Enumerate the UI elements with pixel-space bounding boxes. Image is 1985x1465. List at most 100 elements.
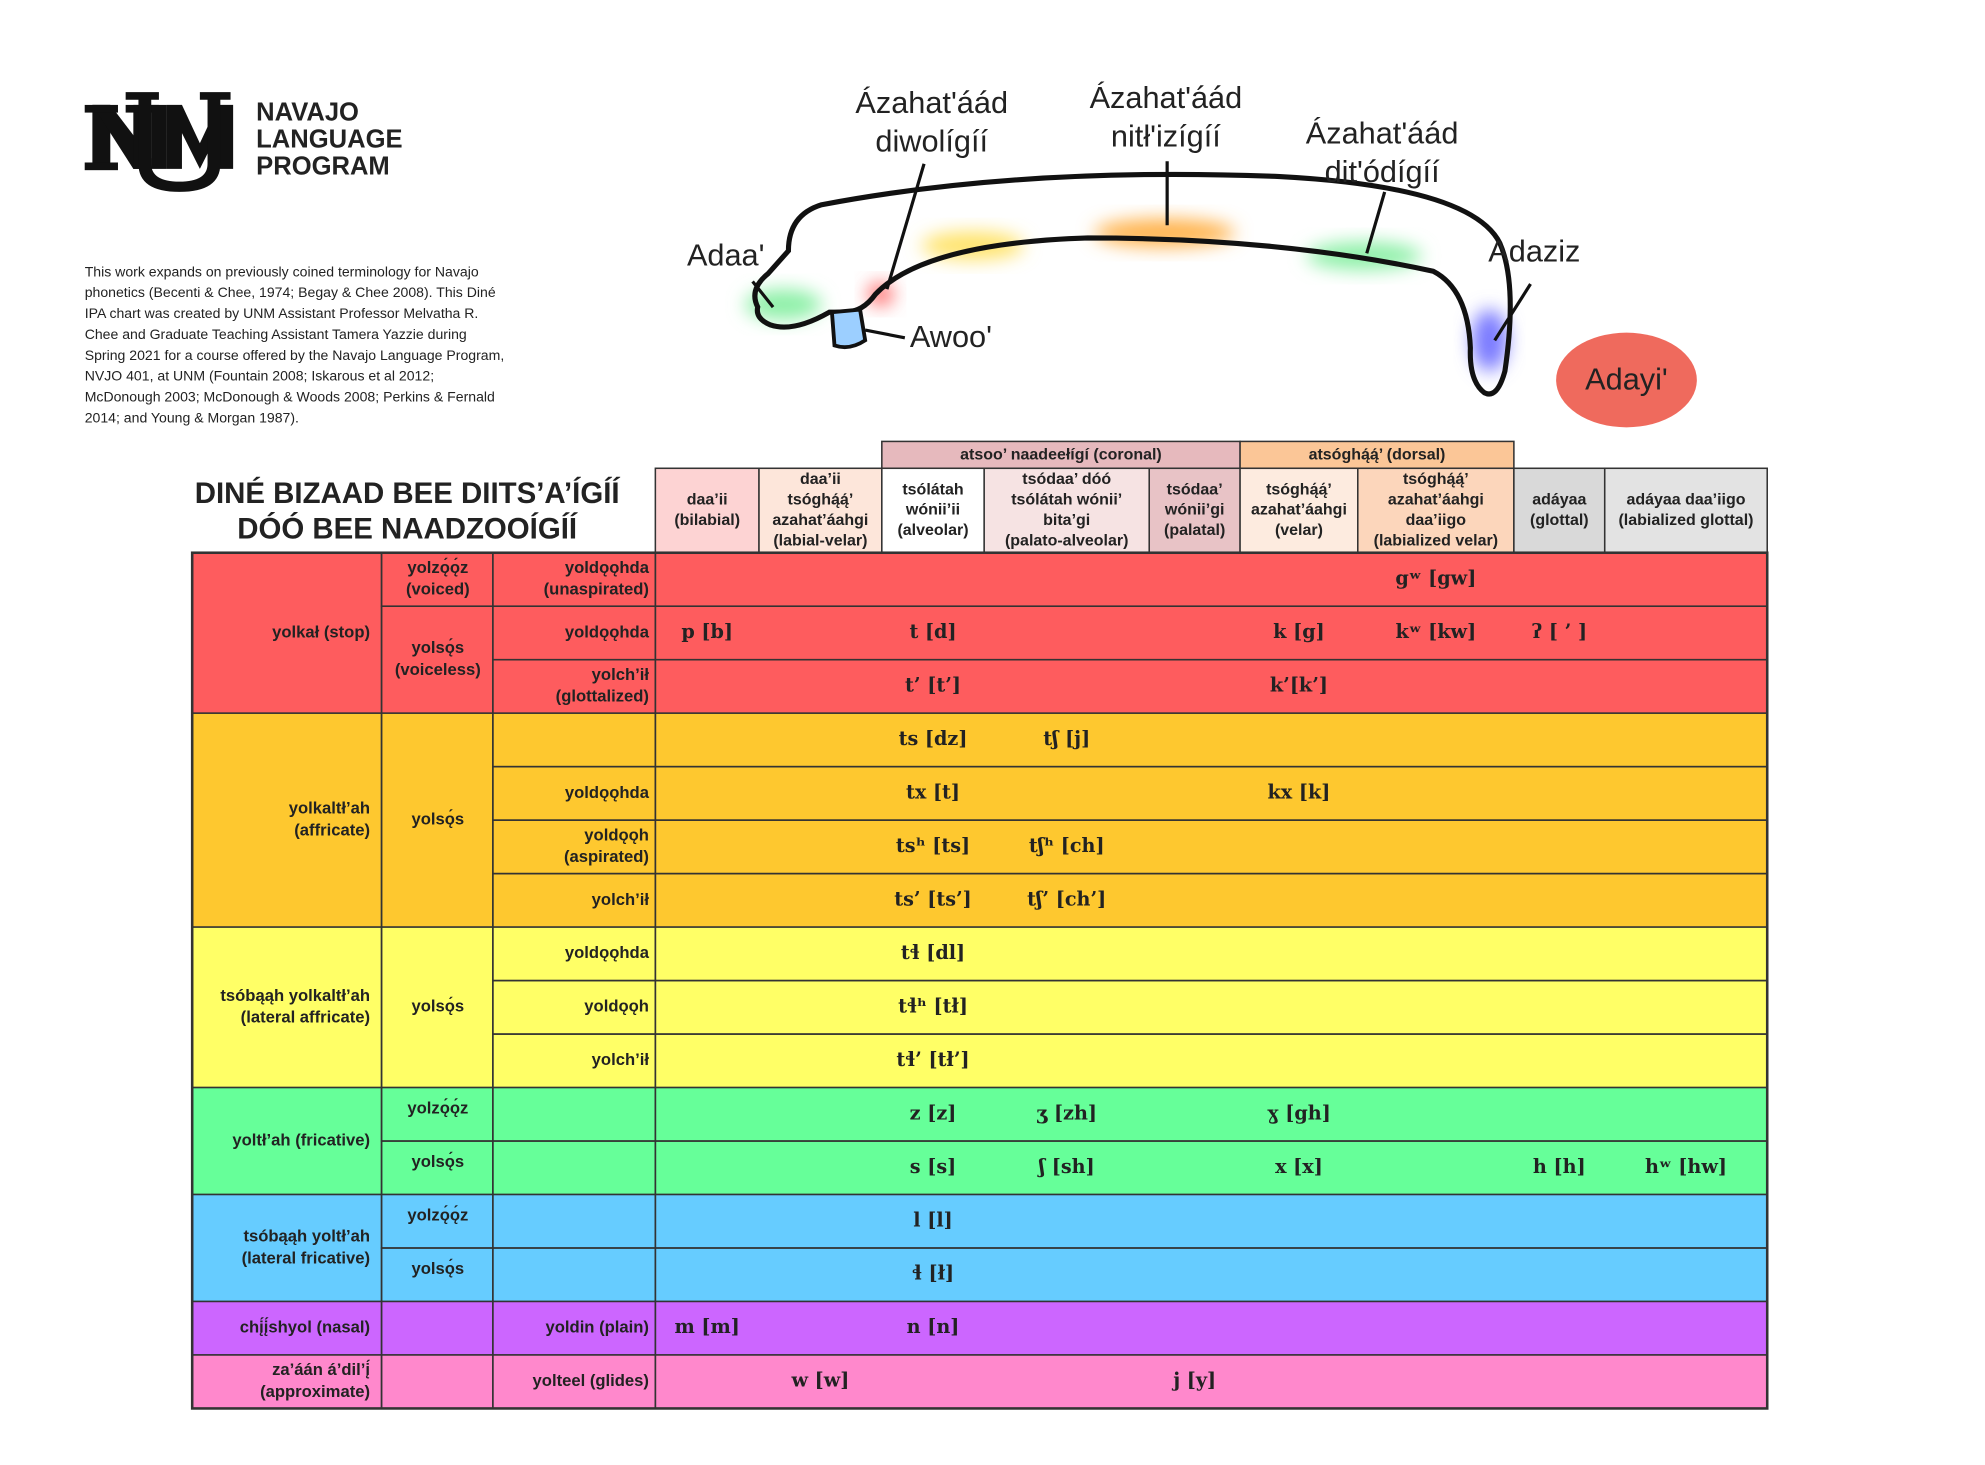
sound: kx [k] xyxy=(1267,780,1330,803)
sound: ts [dz] xyxy=(899,727,968,750)
row-label: yolteel (glides) xyxy=(533,1371,649,1390)
sound: tʃʰ [ch] xyxy=(1029,834,1105,857)
sound: tʃ [j] xyxy=(1043,727,1090,750)
column-header xyxy=(654,467,760,554)
column-header-label: tsóghą́ą́’ xyxy=(1266,481,1332,498)
manner-label: (lateral affricate) xyxy=(241,1008,370,1027)
row-label: yoldǫǫhda xyxy=(565,622,650,641)
credit-line: Spring 2021 for a course offered by the … xyxy=(85,347,505,363)
voicing-label: yolsǫ́s xyxy=(412,1151,465,1171)
sound: m [m] xyxy=(674,1315,739,1338)
column-header-label: (labialized glottal) xyxy=(1618,512,1753,529)
sound: k’[k’] xyxy=(1270,673,1328,696)
diagram-label: diwolígíí xyxy=(875,123,988,158)
manner-band xyxy=(192,552,1768,714)
column-header xyxy=(1357,467,1515,554)
credit-line: McDonough 2003; McDonough & Woods 2008; … xyxy=(85,388,495,404)
manner-label: yolkał (stop) xyxy=(272,622,370,641)
column-header-label: daa’iigo xyxy=(1406,512,1467,529)
sound: gʷ [gw] xyxy=(1395,566,1476,589)
row-label: yoldin (plain) xyxy=(546,1318,649,1337)
column-header-label: tsólátah wónii’ xyxy=(1011,491,1122,508)
column-header-label: azahat’áahgi xyxy=(1388,491,1484,508)
manner-label: chį́į́shyol (nasal) xyxy=(240,1316,370,1336)
voicing-label: yolzǫ́ǫ́z xyxy=(407,1098,468,1118)
sound: p [b] xyxy=(681,620,733,643)
row-label: yoldǫǫhda xyxy=(565,558,650,577)
sound: x [x] xyxy=(1275,1155,1323,1178)
diagram-label: Awoo' xyxy=(910,319,992,354)
sound: tɬ [dl] xyxy=(901,941,965,964)
column-header-label: tsóghą́ą́’ xyxy=(788,491,854,508)
column-header-label: wónii’gi xyxy=(1164,502,1225,519)
manner-label: yoltł’ah (fricative) xyxy=(232,1130,370,1149)
voicing-label: yolsǫ́s xyxy=(412,637,465,657)
sound: t [d] xyxy=(909,620,956,643)
sound: tɬʰ [tł] xyxy=(898,994,968,1017)
sound: kʷ [kw] xyxy=(1396,620,1477,643)
diagram-label: Ázahat'áád xyxy=(855,85,1008,120)
mouth-diagram xyxy=(744,161,1697,428)
sound: tɬ’ [tł’] xyxy=(896,1048,969,1071)
column-group-label: atsoo’ naadeełígí (coronal) xyxy=(960,447,1162,464)
row-label: yoldǫǫhda xyxy=(565,783,650,802)
manner-band xyxy=(192,927,1768,1088)
voicing-label: (voiceless) xyxy=(395,660,481,679)
column-header xyxy=(983,467,1151,554)
diagram-label: Adaa' xyxy=(687,237,765,272)
credit-line: NVJO 401, at UNM (Fountain 2008; Iskarou… xyxy=(85,368,434,384)
manner-band xyxy=(192,1301,1768,1355)
sound: k [g] xyxy=(1273,620,1325,643)
unm-logo xyxy=(84,92,234,192)
sound: h [h] xyxy=(1533,1155,1586,1178)
column-header-label: azahat’áahgi xyxy=(1251,502,1347,519)
column-header-label: tsóghą́ą́’ xyxy=(1403,471,1469,488)
row-label: yolch’ił xyxy=(592,665,650,684)
table-title: DINÉ BIZAAD BEE DIITS’A’ÍGÍÍ xyxy=(195,476,621,510)
table-border xyxy=(190,551,1769,1410)
diagram-label: Adaziz xyxy=(1488,233,1580,268)
row-label: (aspirated) xyxy=(564,847,649,866)
manner-band xyxy=(192,1354,1768,1409)
row-label: (glottalized) xyxy=(556,687,649,706)
diagram-label: nitł'izígíí xyxy=(1111,118,1221,153)
row-label: yoldǫǫh xyxy=(584,825,649,844)
row-label: (unaspirated) xyxy=(544,580,649,599)
column-header xyxy=(881,467,985,554)
manner-label: (approximate) xyxy=(260,1382,370,1401)
sound: n [n] xyxy=(907,1315,960,1338)
sound: w [w] xyxy=(790,1369,849,1392)
voicing-label: yolsǫ́s xyxy=(412,996,465,1016)
column-header-label: tsólátah xyxy=(902,481,963,498)
column-group-label: atsóghą́ą́’ (dorsal) xyxy=(1309,447,1446,464)
voicing-label: yolzǫ́ǫ́z xyxy=(407,1205,468,1225)
column-header xyxy=(1239,467,1359,554)
sound: j [y] xyxy=(1171,1369,1216,1392)
sound: ʃ [sh] xyxy=(1037,1155,1095,1178)
voicing-label: yolzǫ́ǫ́z xyxy=(407,557,468,577)
column-header-label: tsódaa’ dóó xyxy=(1022,471,1111,488)
sound: l [l] xyxy=(913,1208,952,1231)
column-header-label: (glottal) xyxy=(1530,512,1589,529)
sound: ʒ [zh] xyxy=(1036,1101,1097,1124)
voicing-label: yolsǫ́s xyxy=(412,1258,465,1278)
sound: s [s] xyxy=(910,1155,956,1178)
manner-label: (affricate) xyxy=(294,820,370,839)
row-label: yolch’ił xyxy=(592,890,650,909)
column-header-label: adáyaa xyxy=(1532,491,1586,508)
column-header-label: adáyaa daa’iigo xyxy=(1626,491,1745,508)
row-label: yoldǫǫhda xyxy=(565,943,650,962)
manner-label: tsóbąąh yoltł’ah xyxy=(243,1227,370,1246)
column-header-label: bita’gi xyxy=(1043,512,1090,529)
sound: z [z] xyxy=(910,1101,957,1124)
credit-line: 2014; and Young & Morgan 1987). xyxy=(85,409,299,425)
credit-line: IPA chart was created by UNM Assistant P… xyxy=(85,305,479,321)
manner-label: tsóbąąh yolkaltł’ah xyxy=(220,986,370,1005)
column-header xyxy=(1603,467,1768,554)
column-header xyxy=(1513,467,1606,554)
sound: ɣ [gh] xyxy=(1267,1101,1331,1124)
manner-label: (lateral fricative) xyxy=(242,1248,370,1267)
